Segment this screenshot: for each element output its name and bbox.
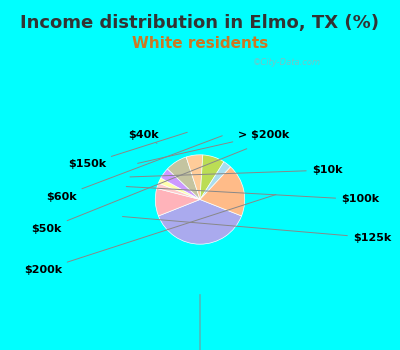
Wedge shape: [186, 155, 203, 199]
Text: $150k: $150k: [68, 132, 187, 169]
Text: $100k: $100k: [126, 187, 379, 204]
Wedge shape: [200, 167, 245, 216]
Text: $40k: $40k: [128, 130, 159, 144]
Text: White residents: White residents: [132, 36, 268, 51]
Text: $10k: $10k: [130, 165, 342, 177]
Text: $200k: $200k: [24, 195, 276, 275]
Text: $30k: $30k: [185, 294, 215, 350]
Text: ©City-Data.com: ©City-Data.com: [253, 58, 321, 68]
Wedge shape: [157, 183, 200, 200]
Wedge shape: [200, 162, 230, 200]
Text: Income distribution in Elmo, TX (%): Income distribution in Elmo, TX (%): [20, 14, 380, 32]
Wedge shape: [158, 199, 242, 244]
Text: $125k: $125k: [122, 217, 391, 243]
Wedge shape: [158, 178, 200, 200]
Text: > $200k: > $200k: [138, 130, 290, 163]
Text: $60k: $60k: [46, 136, 222, 202]
Wedge shape: [155, 188, 200, 216]
Text: $50k: $50k: [32, 149, 247, 234]
Wedge shape: [161, 169, 200, 199]
Wedge shape: [200, 155, 224, 200]
Wedge shape: [168, 157, 200, 200]
